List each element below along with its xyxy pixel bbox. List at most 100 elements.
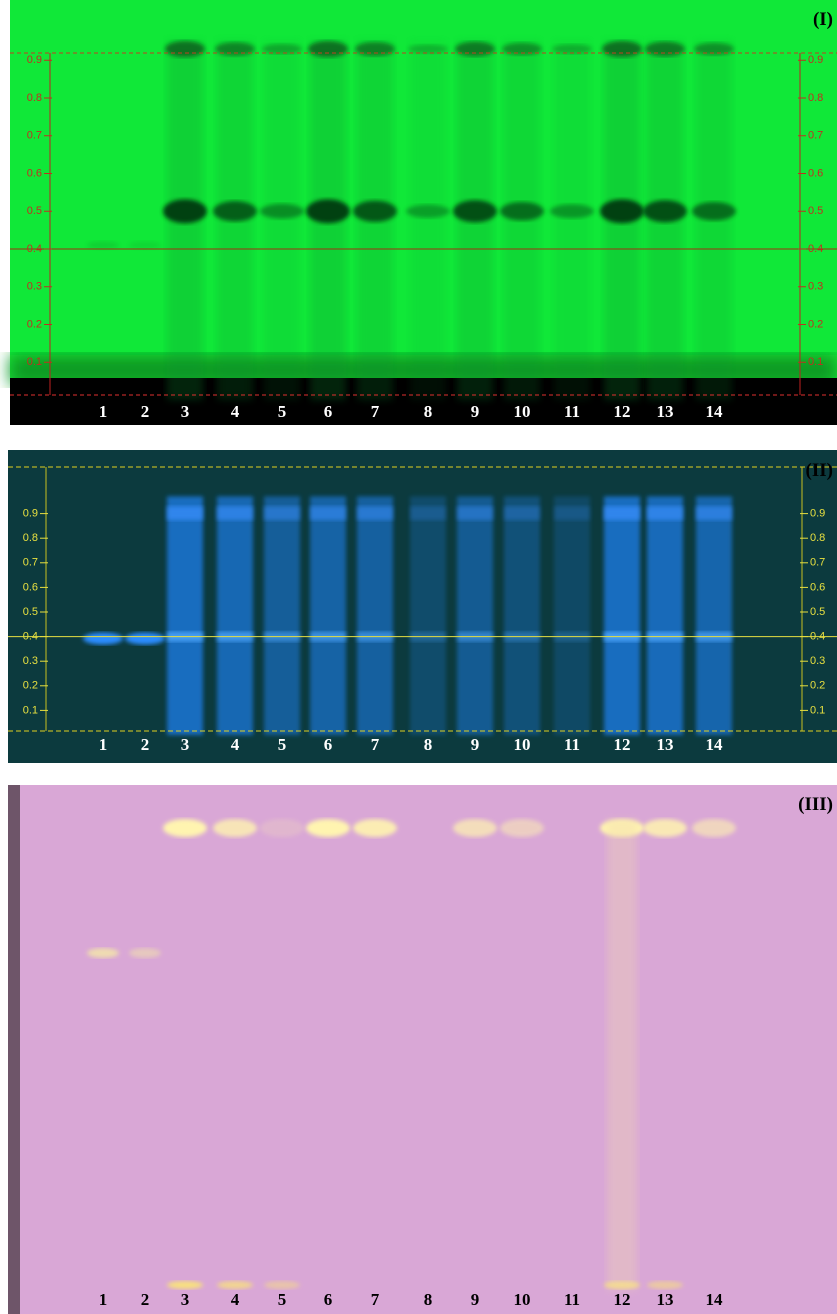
lane-number: 12 — [614, 735, 631, 754]
band — [264, 506, 300, 521]
lane-number: 14 — [706, 1290, 724, 1309]
rf-tick-label: 0.8 — [27, 92, 42, 104]
lane-number: 13 — [657, 1290, 674, 1309]
band — [696, 506, 732, 521]
lane-number: 12 — [614, 1290, 631, 1309]
lane-number: 4 — [231, 735, 240, 754]
lane-streak — [604, 496, 640, 735]
band — [600, 199, 644, 224]
band — [357, 506, 393, 521]
spot — [692, 819, 736, 837]
band — [306, 199, 350, 224]
rf-tick-label: 0.5 — [27, 205, 42, 217]
spot — [87, 241, 119, 250]
rf-tick-label: 0.9 — [810, 508, 825, 520]
rf-tick-label: 0.7 — [810, 557, 825, 569]
spot — [500, 819, 544, 837]
lane-number: 3 — [181, 735, 190, 754]
rf-tick-label: 0.3 — [810, 655, 825, 667]
lane-number: 1 — [99, 735, 108, 754]
lane-number: 13 — [657, 402, 674, 421]
band — [213, 201, 257, 222]
band — [163, 199, 207, 224]
band — [602, 40, 642, 57]
spot — [83, 632, 123, 645]
rf-tick-label: 0.8 — [810, 532, 825, 544]
lane-number: 7 — [371, 1290, 380, 1309]
lane-streak — [217, 496, 253, 735]
band — [455, 41, 495, 57]
band — [308, 40, 348, 57]
lane-streak — [554, 41, 590, 400]
spot — [260, 819, 304, 837]
lane-number: 14 — [706, 402, 724, 421]
rf-tick-label: 0.6 — [808, 167, 823, 179]
lane-number: 6 — [324, 1290, 333, 1309]
rf-tick-label: 0.9 — [23, 508, 38, 520]
lane-number: 2 — [141, 735, 150, 754]
spot — [643, 819, 687, 837]
band — [604, 506, 640, 521]
rf-tick-label: 0.2 — [27, 318, 42, 330]
spot — [125, 632, 165, 645]
lane-number: 7 — [371, 402, 380, 421]
band — [643, 200, 687, 223]
rf-tick-label: 0.3 — [23, 655, 38, 667]
rf-tick-label: 0.1 — [23, 704, 38, 716]
lane-streak — [410, 496, 446, 735]
spot — [87, 948, 119, 958]
lane-number: 6 — [324, 402, 333, 421]
band — [353, 200, 397, 222]
lane-streak — [504, 41, 540, 400]
lane-number: 11 — [564, 735, 580, 754]
spot — [167, 1281, 203, 1289]
band — [504, 506, 540, 521]
rf-tick-label: 0.7 — [27, 130, 42, 142]
rf-tick-label: 0.3 — [27, 281, 42, 293]
spot — [213, 819, 257, 837]
rf-tick-label: 0.9 — [808, 54, 823, 66]
lane-number: 8 — [424, 402, 433, 421]
lane-number: 7 — [371, 735, 380, 754]
rf-tick-label: 0.2 — [23, 680, 38, 692]
lane-number: 9 — [471, 402, 480, 421]
spot — [163, 819, 207, 837]
lane-streak — [410, 41, 446, 400]
lane-number: 3 — [181, 402, 190, 421]
lane-number: 10 — [514, 735, 531, 754]
lane-number: 8 — [424, 1290, 433, 1309]
band — [406, 204, 450, 218]
lane-streak — [357, 496, 393, 735]
rf-tick-label: 0.2 — [808, 318, 823, 330]
lane-streak — [647, 496, 683, 735]
band — [262, 43, 302, 54]
rf-tick-label: 0.1 — [808, 356, 823, 368]
band — [167, 506, 203, 521]
band — [692, 201, 736, 221]
spot — [353, 819, 397, 837]
panel-label: (I) — [813, 9, 833, 30]
rf-tick-label: 0.1 — [27, 356, 42, 368]
lane-number: 2 — [141, 402, 150, 421]
lane-number: 4 — [231, 402, 240, 421]
lane-number: 11 — [564, 402, 580, 421]
lane-streak — [696, 496, 732, 735]
lane-number: 1 — [99, 1290, 108, 1309]
band — [217, 506, 253, 521]
rf-tick-label: 0.4 — [810, 631, 825, 643]
panel-3 — [8, 785, 837, 1314]
rf-tick-label: 0.3 — [808, 281, 823, 293]
plate — [8, 785, 837, 1314]
band — [694, 42, 734, 56]
rf-tick-label: 0.4 — [23, 631, 38, 643]
rf-tick-label: 0.5 — [23, 606, 38, 618]
rf-tick-label: 0.5 — [808, 205, 823, 217]
band — [215, 42, 255, 56]
lane-number: 9 — [471, 735, 480, 754]
plate-edge — [8, 785, 20, 1314]
band — [408, 44, 448, 54]
rf-tick-label: 0.7 — [23, 557, 38, 569]
lane-number: 5 — [278, 735, 287, 754]
band — [410, 506, 446, 521]
